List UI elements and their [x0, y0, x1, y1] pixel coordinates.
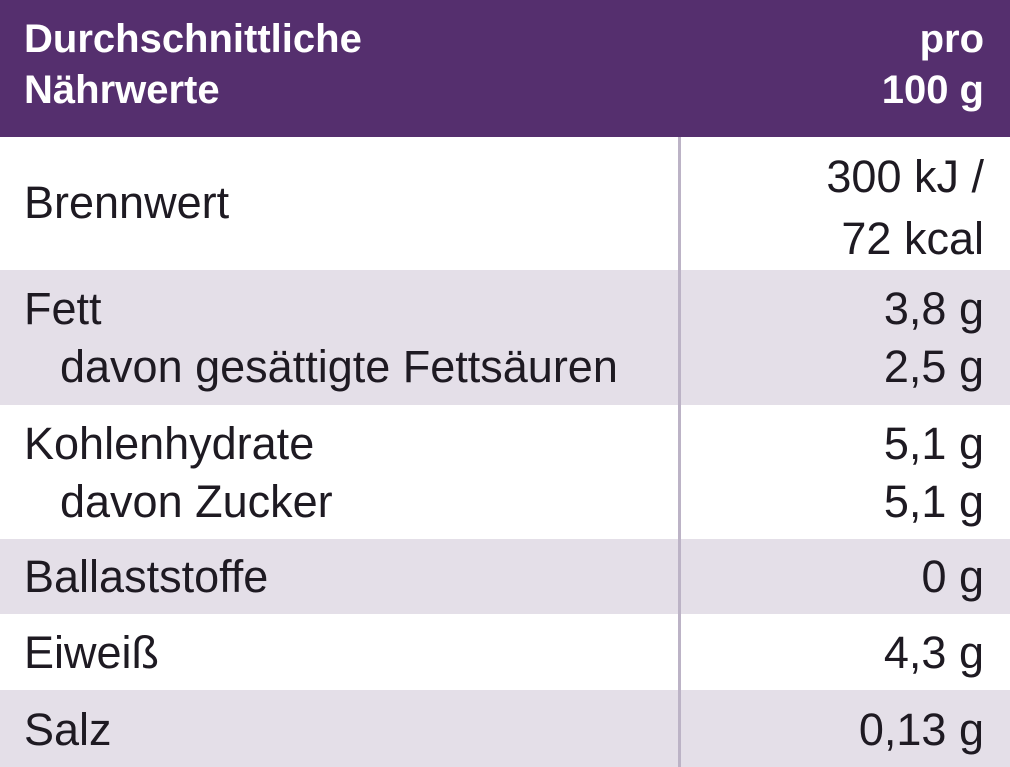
fett-sub-value: 2,5 g: [883, 341, 984, 392]
row-value: 0,13 g: [859, 701, 984, 759]
brennwert-label: Brennwert: [24, 177, 230, 228]
row-value: 0 g: [921, 548, 984, 606]
fett-label: Fett: [24, 283, 102, 334]
column-divider: [678, 137, 681, 767]
header-per-unit: pro 100 g: [882, 14, 984, 116]
row-label: Salz: [24, 701, 112, 759]
row-label: Brennwert: [24, 174, 229, 232]
ballaststoffe-value: 0 g: [921, 551, 984, 602]
row-ballaststoffe: Ballaststoffe 0 g: [0, 539, 1010, 614]
header-per-line2: 100 g: [881, 68, 984, 112]
row-fett: Fett davon gesättigte Fettsäuren 3,8 g 2…: [0, 270, 1010, 405]
kohlenhydrate-value: 5,1 g: [883, 418, 984, 469]
kohlenhydrate-label: Kohlenhydrate: [24, 418, 315, 469]
header-per-line1: pro: [919, 17, 984, 61]
salz-value: 0,13 g: [858, 704, 984, 755]
fett-sub-label: davon gesättigte Fettsäuren: [60, 341, 618, 392]
row-value: 3,8 g 2,5 g: [884, 280, 984, 396]
kohlenhydrate-sub-value: 5,1 g: [883, 476, 984, 527]
fett-value: 3,8 g: [883, 283, 984, 334]
row-kohlenhydrate: Kohlenhydrate davon Zucker 5,1 g 5,1 g: [0, 405, 1010, 539]
row-brennwert: Brennwert 300 kJ / 72 kcal: [0, 137, 1010, 270]
brennwert-kj: 300 kJ /: [826, 151, 984, 202]
header-title-line1: Durchschnittliche: [24, 17, 362, 61]
row-salz: Salz 0,13 g: [0, 690, 1010, 767]
row-label: Fett davon gesättigte Fettsäuren: [24, 280, 618, 396]
row-value: 5,1 g 5,1 g: [884, 415, 984, 531]
header-title: Durchschnittliche Nährwerte: [24, 14, 362, 116]
row-label: Eiweiß: [24, 624, 159, 682]
ballaststoffe-label: Ballaststoffe: [24, 551, 269, 602]
kohlenhydrate-sub-label: davon Zucker: [60, 476, 333, 527]
table-header: Durchschnittliche Nährwerte pro 100 g: [0, 0, 1010, 137]
row-label: Kohlenhydrate davon Zucker: [24, 415, 333, 531]
salz-label: Salz: [24, 704, 112, 755]
eiweiss-value: 4,3 g: [883, 627, 984, 678]
header-title-line2: Nährwerte: [24, 68, 220, 112]
row-eiweiss: Eiweiß 4,3 g: [0, 614, 1010, 690]
eiweiss-label: Eiweiß: [24, 627, 160, 678]
row-value: 4,3 g: [884, 624, 984, 682]
row-value: 300 kJ / 72 kcal: [826, 146, 984, 270]
brennwert-kcal: 72 kcal: [841, 213, 984, 264]
row-label: Ballaststoffe: [24, 548, 268, 606]
